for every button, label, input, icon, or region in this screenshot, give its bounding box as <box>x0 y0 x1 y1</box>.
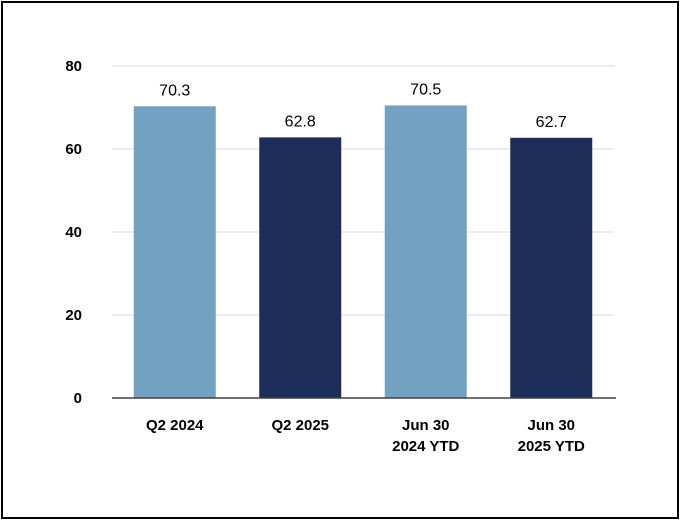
x-category-label: Q2 2025 <box>271 417 329 434</box>
bar <box>510 137 593 399</box>
x-category-label: Q2 2024 <box>146 417 204 434</box>
value-labels: 70.3 62.8 70.5 62.7 <box>159 81 567 130</box>
x-category-label: 2024 YTD <box>392 438 459 455</box>
y-tick-label: 0 <box>74 390 82 407</box>
bar <box>259 137 342 398</box>
x-axis-categories: Q2 2024 Q2 2025 Jun 30 2024 YTD Jun 30 2025 Y… <box>146 417 585 455</box>
value-label: 62.8 <box>285 113 316 130</box>
y-tick-label: 80 <box>65 58 82 75</box>
x-category-label: Jun 30 <box>402 417 450 434</box>
y-axis-ticks: 0 20 40 60 80 <box>65 58 82 407</box>
y-tick-label: 20 <box>65 307 82 324</box>
bars <box>133 105 593 399</box>
value-label: 62.7 <box>536 114 567 131</box>
y-tick-label: 60 <box>65 141 82 158</box>
x-category-label: Jun 30 <box>527 417 575 434</box>
bar <box>384 105 467 399</box>
x-category-label: 2025 YTD <box>518 438 585 455</box>
value-label: 70.5 <box>410 81 441 98</box>
bar <box>133 106 216 398</box>
y-tick-label: 40 <box>65 224 82 241</box>
value-label: 70.3 <box>159 82 190 99</box>
